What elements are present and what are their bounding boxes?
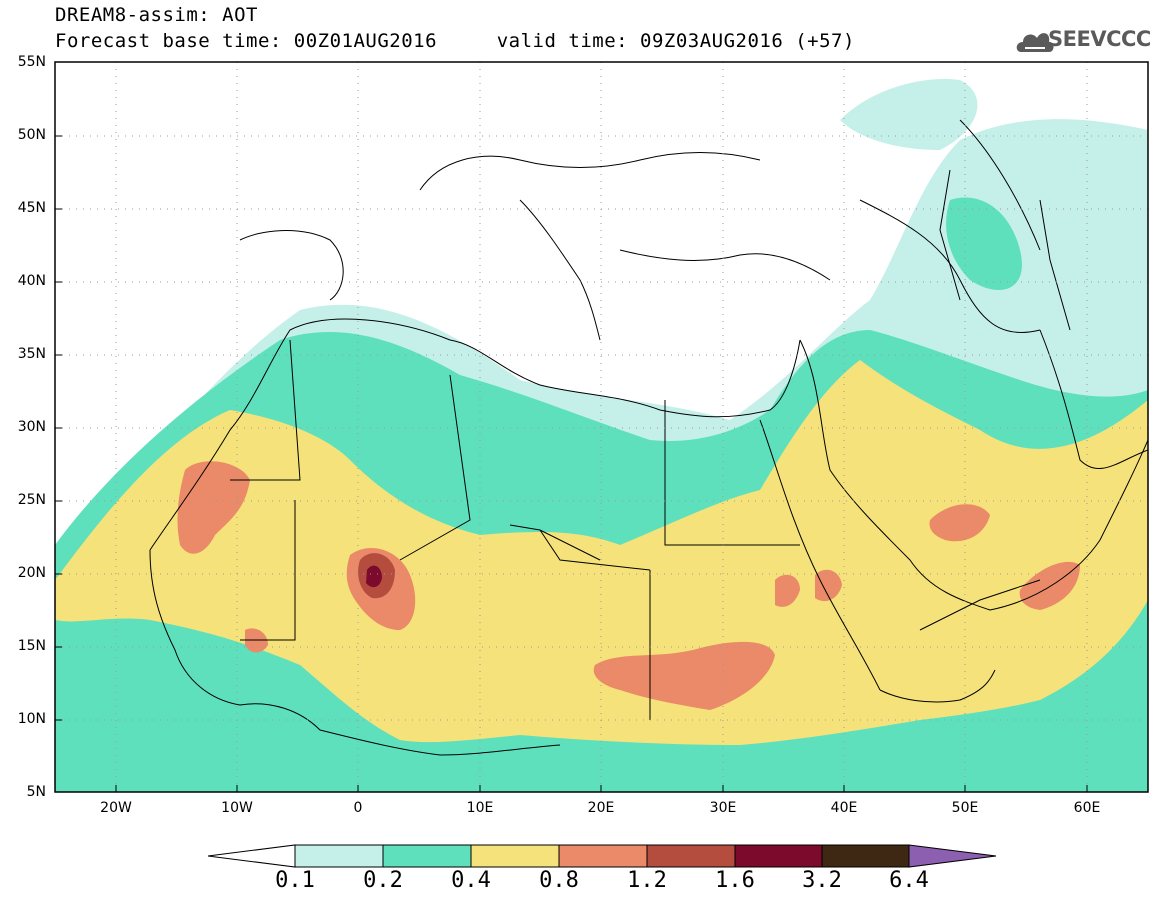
lon-label: 10W bbox=[221, 800, 253, 816]
aot-band-0-8-c bbox=[593, 641, 775, 710]
map-title: DREAM8-assim: AOT bbox=[55, 4, 258, 26]
lon-label: 20E bbox=[587, 800, 615, 816]
aot-band-1-6 bbox=[366, 565, 382, 588]
lat-label: 35N bbox=[17, 346, 46, 362]
lon-label: 50E bbox=[951, 800, 979, 816]
graticule bbox=[55, 62, 1148, 792]
colorbar-label: 3.2 bbox=[802, 868, 842, 893]
lon-label: 10E bbox=[466, 800, 494, 816]
lon-label: 60E bbox=[1073, 800, 1101, 816]
tick-marks bbox=[55, 61, 1088, 792]
lat-label: 45N bbox=[17, 200, 46, 216]
colorbar-label: 0.8 bbox=[539, 868, 579, 893]
lat-label: 50N bbox=[17, 127, 46, 143]
colorbar-label: 0.4 bbox=[451, 868, 491, 893]
forecast-time-line: Forecast base time: 00Z01AUG2016 valid t… bbox=[55, 30, 855, 52]
lat-label: 5N bbox=[26, 784, 46, 800]
colorbar-label: 0.2 bbox=[363, 868, 403, 893]
lat-label: 30N bbox=[17, 419, 46, 435]
lat-label: 20N bbox=[17, 565, 46, 581]
aot-band-0-1-ne bbox=[840, 79, 978, 150]
aot-band-0-8-d bbox=[929, 504, 990, 542]
lat-label: 15N bbox=[17, 638, 46, 654]
aot-band-0-8-e bbox=[1019, 561, 1080, 610]
colorbar-label: 1.6 bbox=[715, 868, 755, 893]
lat-label: 55N bbox=[17, 54, 46, 70]
lon-label: 20W bbox=[100, 800, 132, 816]
aot-band-0-2-caspian bbox=[946, 197, 1022, 290]
aot-field bbox=[55, 62, 1148, 792]
coastlines bbox=[149, 119, 1148, 756]
aot-band-0-8-g bbox=[815, 569, 842, 602]
logo-text: SEEVCCC bbox=[1048, 27, 1151, 51]
colorbar-label: 0.1 bbox=[275, 868, 315, 893]
lat-label: 25N bbox=[17, 492, 46, 508]
lat-label: 10N bbox=[17, 711, 46, 727]
colorbar-label: 1.2 bbox=[627, 868, 667, 893]
lon-label: 40E bbox=[830, 800, 858, 816]
lon-label: 0 bbox=[353, 800, 363, 816]
cloud-logo-icon bbox=[1016, 33, 1054, 52]
colorbar-label: 6.4 bbox=[889, 868, 929, 893]
aot-band-0-8-f bbox=[775, 574, 800, 607]
lon-label: 30E bbox=[709, 800, 737, 816]
lat-label: 40N bbox=[17, 273, 46, 289]
